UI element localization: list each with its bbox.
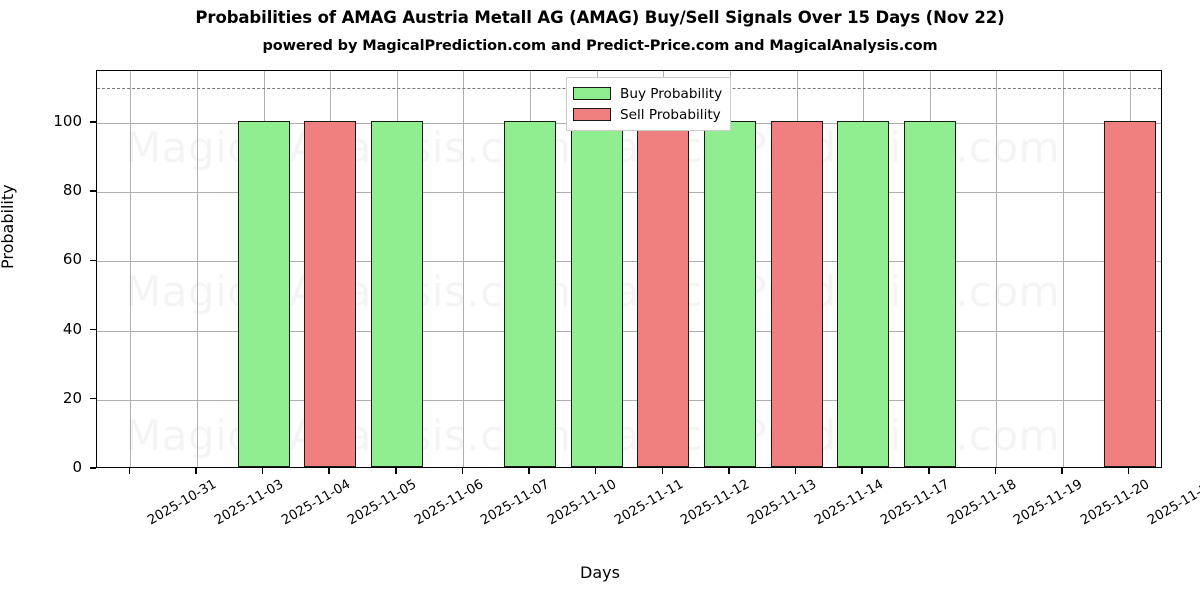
gridline-vertical [196, 71, 198, 467]
x-tick-mark [261, 468, 264, 474]
x-tick-label: 2025-10-31 [145, 477, 220, 529]
legend-label-buy: Buy Probability [620, 85, 723, 102]
legend-swatch-sell [573, 108, 611, 121]
x-tick-mark [1127, 468, 1130, 474]
y-tick-mark [90, 121, 96, 123]
x-tick-mark [328, 468, 330, 474]
bar-sell[interactable] [637, 120, 690, 467]
y-tick-mark [90, 259, 96, 262]
x-tick-mark [994, 468, 997, 474]
x-tick-mark [395, 468, 397, 474]
y-tick-mark [90, 190, 96, 192]
x-tick-label: 2025-11-21 [1144, 477, 1200, 529]
x-tick-label: 2025-11-04 [278, 477, 353, 529]
x-tick-mark [1061, 468, 1063, 474]
y-tick-label: 100 [53, 111, 82, 130]
y-tick-label: 20 [62, 388, 82, 407]
y-tick-label: 40 [62, 319, 82, 338]
x-tick-label: 2025-11-11 [611, 477, 686, 529]
x-tick-label: 2025-11-19 [1011, 477, 1086, 529]
x-tick-mark [928, 468, 930, 474]
chart-legend: Buy Probability Sell Probability [566, 77, 732, 131]
gridline-vertical [996, 71, 998, 467]
y-tick-label: 80 [62, 181, 82, 200]
x-tick-mark [661, 468, 663, 474]
x-tick-label: 2025-11-07 [478, 477, 553, 529]
gridline-horizontal [97, 192, 1161, 194]
chart-title: Probabilities of AMAG Austria Metall AG … [195, 8, 1005, 27]
legend-swatch-buy [573, 87, 611, 100]
x-tick-mark [794, 468, 797, 474]
x-tick-mark [461, 468, 464, 474]
legend-item-sell[interactable]: Sell Probability [573, 104, 722, 125]
y-tick-label: 60 [62, 250, 82, 269]
bar-sell[interactable] [1103, 120, 1156, 467]
x-tick-label: 2025-11-12 [678, 477, 753, 529]
bar-buy[interactable] [504, 120, 557, 467]
x-tick-label: 2025-11-17 [878, 477, 953, 529]
x-tick-mark [128, 468, 130, 474]
y-tick-mark [90, 398, 96, 400]
x-tick-label: 2025-11-13 [745, 477, 820, 529]
bar-buy[interactable] [370, 120, 423, 467]
x-tick-mark [195, 468, 197, 474]
x-tick-label: 2025-11-20 [1078, 477, 1153, 529]
bar-buy[interactable] [903, 120, 956, 467]
y-tick-mark [90, 467, 96, 469]
x-tick-label: 2025-11-03 [212, 477, 287, 529]
gridline-vertical [463, 71, 465, 467]
gridline-vertical [130, 71, 132, 467]
bar-sell[interactable] [304, 120, 357, 467]
x-axis-label: Days [580, 563, 620, 582]
chart-subtitle: powered by MagicalPrediction.com and Pre… [262, 38, 938, 54]
bar-buy[interactable] [837, 120, 890, 467]
gridline-vertical [1063, 71, 1065, 467]
legend-item-buy[interactable]: Buy Probability [573, 83, 722, 104]
x-tick-label: 2025-11-05 [345, 477, 420, 529]
x-tick-label: 2025-11-06 [412, 477, 486, 529]
y-tick-mark [90, 328, 96, 331]
x-tick-mark [594, 468, 597, 474]
bar-buy[interactable] [570, 120, 623, 467]
y-axis-label: Probability [0, 184, 17, 269]
gridline-horizontal [97, 261, 1161, 263]
legend-label-sell: Sell Probability [620, 106, 721, 123]
x-tick-label: 2025-11-10 [545, 477, 620, 529]
x-tick-label: 2025-11-14 [811, 477, 886, 529]
bar-sell[interactable] [770, 120, 823, 467]
bar-buy[interactable] [237, 120, 290, 467]
gridline-horizontal [97, 330, 1161, 332]
x-tick-label: 2025-11-18 [945, 477, 1019, 529]
y-tick-label: 0 [72, 458, 82, 476]
gridline-horizontal [97, 399, 1161, 401]
bar-buy[interactable] [703, 120, 756, 467]
x-tick-mark [728, 468, 730, 474]
x-tick-mark [861, 468, 863, 474]
x-tick-mark [528, 468, 530, 474]
